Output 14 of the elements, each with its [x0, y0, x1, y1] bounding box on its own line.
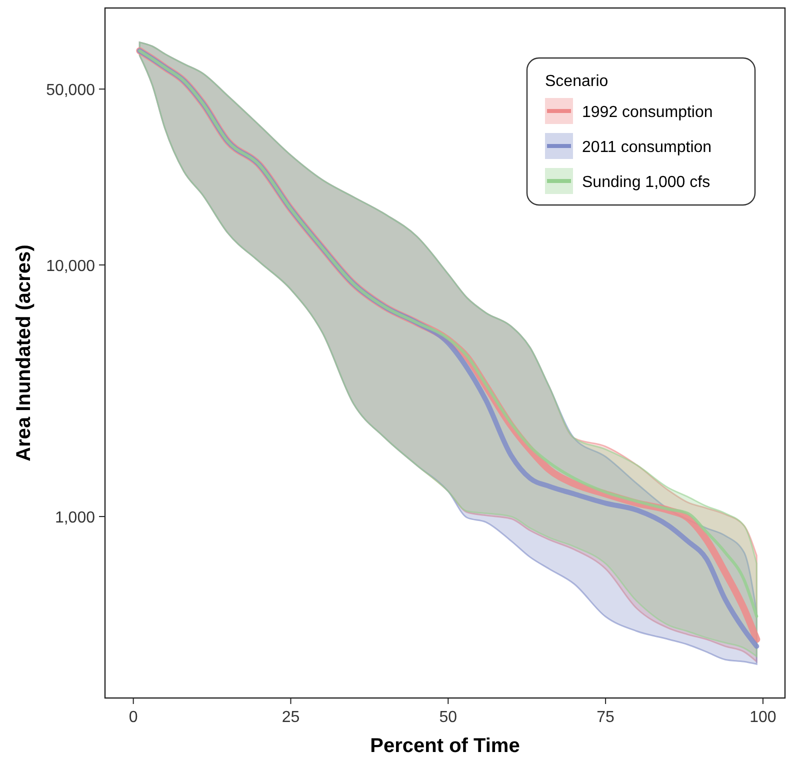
x-tick-label: 0: [128, 709, 138, 726]
x-tick-label: 50: [439, 709, 458, 726]
legend-label: 2011 consumption: [582, 139, 712, 156]
x-tick-label: 100: [750, 709, 776, 726]
legend-label: Sunding 1,000 cfs: [582, 174, 710, 191]
y-axis-title: Area Inundated (acres): [13, 244, 35, 462]
x-tick-label: 75: [596, 709, 615, 726]
y-tick-label: 1,000: [54, 510, 96, 527]
y-tick-label: 10,000: [46, 258, 96, 275]
x-axis-title: Percent of Time: [370, 735, 520, 757]
y-tick-label: 50,000: [46, 82, 96, 100]
legend-title: Scenario: [545, 73, 608, 90]
x-tick-label: 25: [282, 709, 300, 726]
legend-label: 1992 consumption: [582, 104, 713, 121]
